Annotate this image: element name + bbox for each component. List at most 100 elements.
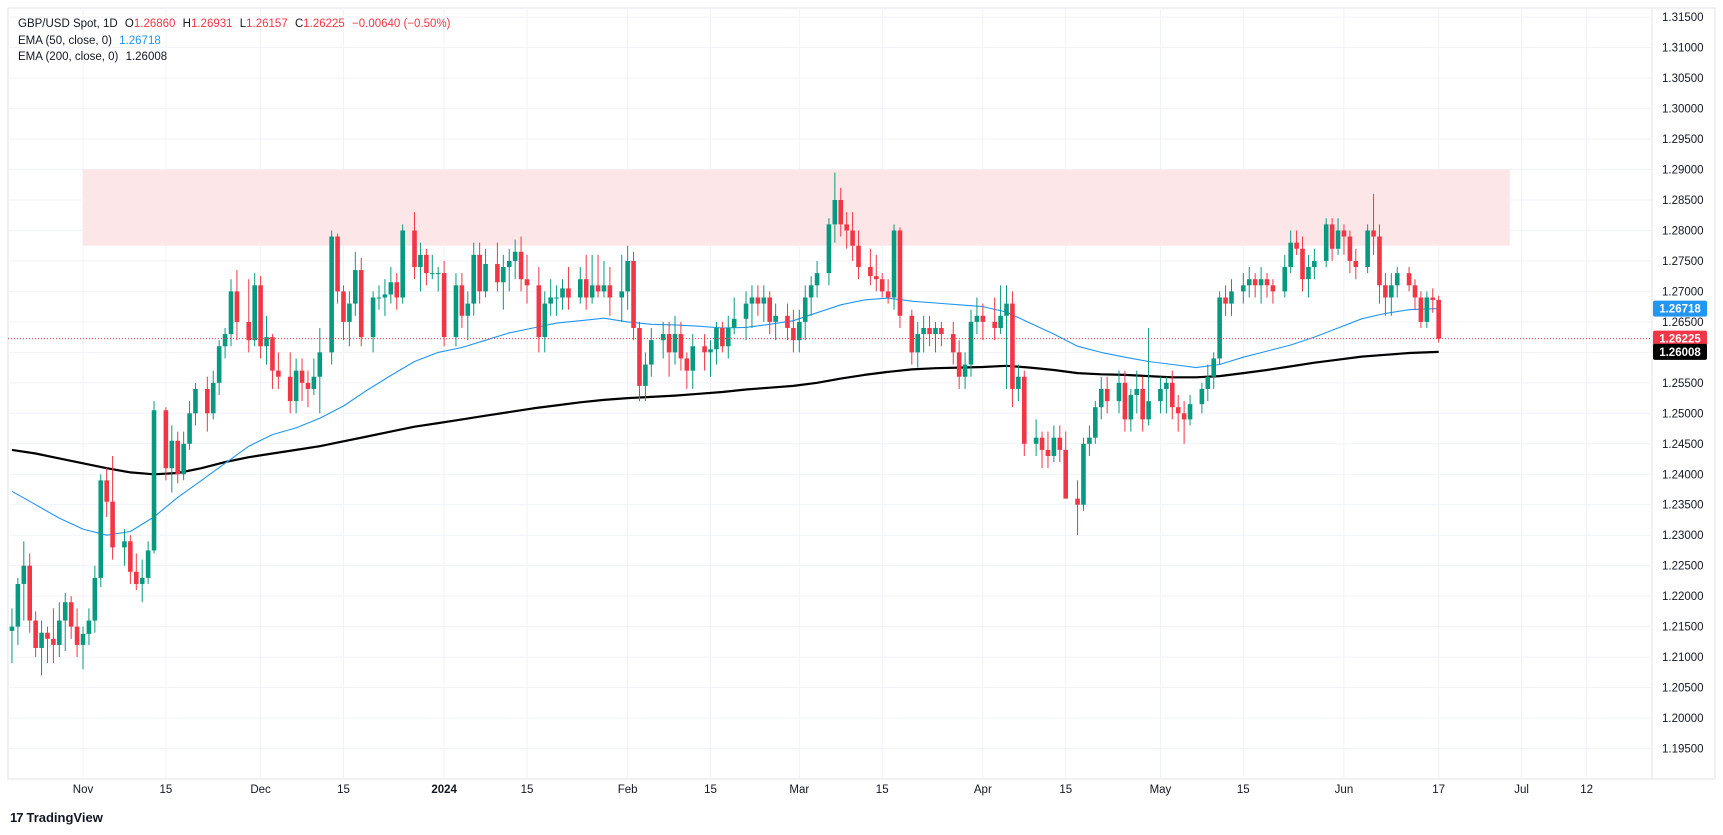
- symbol-title[interactable]: GBP/USD Spot, 1D: [18, 18, 118, 30]
- candle-body: [1128, 395, 1134, 420]
- y-tick-label: 1.19500: [1662, 744, 1704, 756]
- candle-body: [1377, 236, 1382, 286]
- candle-body: [678, 334, 684, 359]
- price-axis[interactable]: 1.19500 1.20000 1.20500 1.21000 1.21500 1.220…: [1662, 12, 1704, 755]
- candle: [797, 309, 802, 353]
- candle-body: [826, 224, 832, 274]
- candle: [1436, 295, 1441, 343]
- candle-body: [205, 388, 210, 414]
- change-value: −0.00640 (−0.50%): [352, 18, 451, 30]
- candle: [311, 358, 317, 396]
- candle-body: [9, 626, 15, 631]
- candle-body: [86, 620, 92, 634]
- y-tick-label: 1.20000: [1662, 713, 1704, 725]
- candle: [471, 242, 477, 316]
- candle: [27, 553, 33, 633]
- candle: [708, 340, 713, 377]
- candle-body: [548, 297, 553, 304]
- candle: [128, 535, 133, 584]
- candle: [1039, 431, 1045, 469]
- candle-body: [649, 340, 654, 365]
- candle: [607, 267, 613, 316]
- candle-body: [1075, 498, 1080, 505]
- candle-body: [1282, 267, 1288, 292]
- ema200-label[interactable]: EMA (200, close, 0): [18, 51, 119, 63]
- tradingview-brand[interactable]: 17 TradingView: [10, 810, 103, 825]
- candle-body: [1246, 279, 1252, 286]
- candle: [1169, 370, 1175, 420]
- low-label: L: [239, 18, 247, 30]
- candle: [950, 321, 956, 365]
- candle-body: [15, 583, 21, 627]
- candle-body: [625, 260, 630, 292]
- candle: [1158, 376, 1163, 414]
- candle-body: [501, 267, 506, 283]
- candle: [1383, 273, 1388, 316]
- y-tick-label: 1.24000: [1662, 469, 1704, 481]
- candle: [353, 251, 358, 316]
- candle: [524, 254, 530, 304]
- candle-body: [1063, 449, 1069, 499]
- candle-body: [1033, 437, 1039, 444]
- time-axis[interactable]: Nov 15 Dec 15 2024 15 Feb 15 Mar 15 Apr 15 May 15 Jun 1…: [73, 784, 1593, 796]
- candle-body: [376, 297, 382, 299]
- candle-body: [228, 291, 234, 335]
- candle: [518, 236, 524, 292]
- candle-body: [39, 632, 44, 648]
- candle-body: [814, 273, 820, 286]
- candle: [1199, 382, 1205, 414]
- candle-body: [1045, 449, 1051, 456]
- candle: [1306, 254, 1311, 298]
- candle: [329, 230, 334, 365]
- candle: [1087, 425, 1092, 456]
- price-badge-label: 1.26225: [1659, 334, 1701, 346]
- candle: [1323, 218, 1329, 268]
- y-tick-label: 1.27000: [1662, 286, 1704, 298]
- candle: [897, 227, 903, 328]
- candle: [234, 270, 240, 341]
- candle-body: [690, 346, 696, 371]
- candle: [358, 257, 364, 347]
- open-value: 1.26860: [133, 18, 176, 30]
- candle-body: [193, 388, 198, 414]
- candle-body: [566, 288, 571, 298]
- candle: [388, 267, 394, 304]
- candle-body: [1104, 388, 1110, 402]
- ema50-label[interactable]: EMA (50, close, 0): [18, 34, 112, 47]
- candle-body: [1016, 376, 1021, 389]
- x-tick-label: May: [1150, 784, 1172, 796]
- candle-body: [163, 410, 169, 469]
- candle: [193, 382, 198, 426]
- candle: [1098, 376, 1104, 420]
- candle: [51, 608, 56, 664]
- candle-body: [429, 273, 435, 275]
- x-tick-label: 2024: [431, 784, 457, 796]
- candle-body: [749, 297, 755, 304]
- candle: [1424, 291, 1430, 328]
- candle-body: [353, 270, 358, 304]
- candle-body: [844, 224, 849, 231]
- candle: [181, 431, 186, 481]
- candle: [133, 553, 139, 591]
- candle: [15, 577, 21, 645]
- x-tick-label: 12: [1580, 784, 1593, 796]
- candle: [560, 279, 565, 310]
- candle: [660, 321, 666, 359]
- candle: [601, 260, 607, 298]
- candle: [731, 297, 737, 335]
- candle: [122, 529, 127, 566]
- candle: [832, 172, 838, 243]
- candle-body: [1057, 437, 1063, 450]
- candle: [1146, 327, 1151, 426]
- candle-body: [1081, 443, 1086, 505]
- candle: [702, 334, 707, 371]
- candle: [589, 254, 595, 304]
- candle-body: [660, 334, 666, 341]
- candle: [139, 559, 145, 603]
- y-tick-label: 1.29500: [1662, 134, 1704, 146]
- candle: [844, 212, 849, 249]
- candle-body: [305, 382, 311, 389]
- candle-body: [293, 370, 299, 402]
- candle: [927, 315, 932, 347]
